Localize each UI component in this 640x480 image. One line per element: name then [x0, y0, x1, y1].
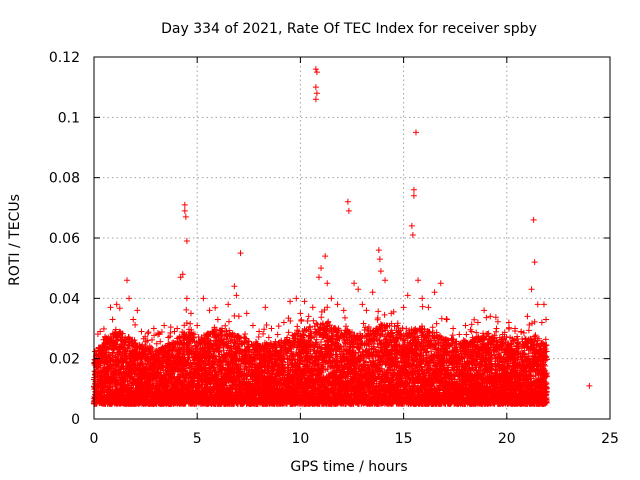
data-point — [242, 331, 249, 338]
data-point — [132, 321, 139, 328]
data-point — [149, 346, 156, 353]
data-point — [183, 306, 190, 313]
data-points — [91, 66, 593, 407]
data-point — [105, 351, 112, 358]
data-point — [212, 304, 219, 311]
data-point — [265, 334, 272, 341]
data-point — [153, 340, 160, 347]
data-point — [285, 329, 292, 336]
data-point — [142, 342, 149, 349]
data-point — [139, 358, 146, 365]
data-point — [151, 332, 158, 339]
data-point — [119, 330, 126, 337]
data-point — [116, 360, 123, 367]
data-point — [148, 336, 155, 343]
data-point — [148, 344, 155, 351]
data-point — [225, 318, 232, 325]
data-point — [187, 320, 194, 327]
data-point — [131, 337, 138, 344]
data-point — [222, 322, 229, 329]
data-point — [275, 323, 282, 330]
data-point — [142, 333, 149, 340]
data-point — [116, 305, 123, 312]
data-point — [108, 365, 115, 372]
data-point — [100, 325, 107, 332]
data-point — [167, 324, 174, 331]
data-point — [145, 329, 152, 336]
data-point — [174, 325, 181, 332]
data-point — [144, 330, 151, 337]
data-point — [112, 326, 119, 333]
data-point — [255, 334, 262, 341]
data-point — [235, 313, 242, 320]
